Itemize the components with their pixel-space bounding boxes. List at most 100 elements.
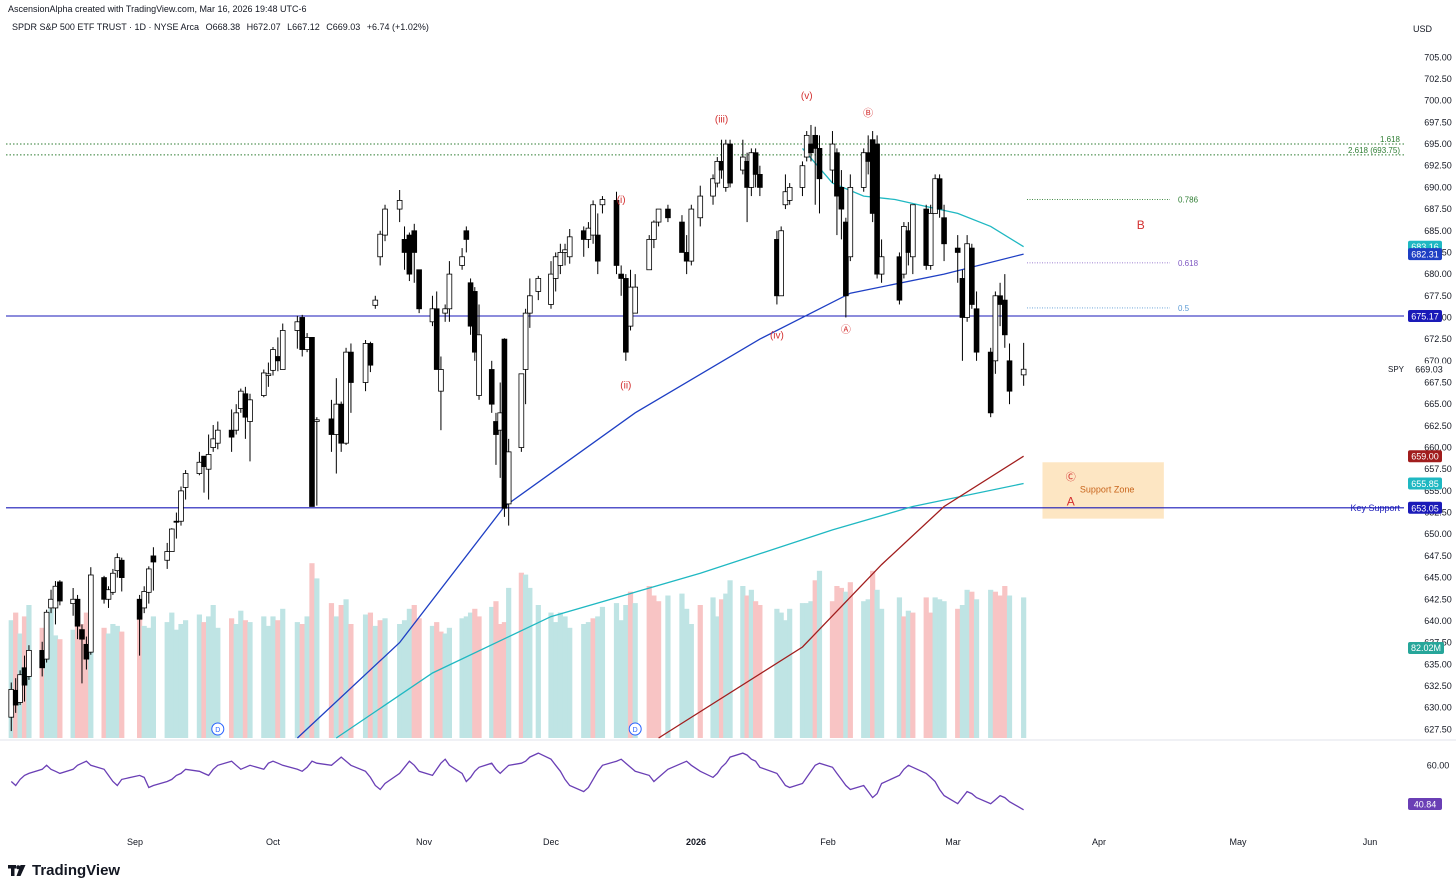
candle[interactable]: [178, 490, 184, 522]
volume-badge[interactable]: [1408, 642, 1444, 654]
candle[interactable]: [838, 187, 845, 210]
candle[interactable]: [714, 160, 721, 184]
wave-label[interactable]: (v): [801, 91, 813, 102]
candle[interactable]: [599, 199, 606, 206]
candle[interactable]: [101, 577, 107, 600]
candle[interactable]: [446, 273, 453, 310]
candle[interactable]: [205, 454, 212, 470]
candle[interactable]: [228, 429, 235, 438]
candle[interactable]: [566, 236, 573, 258]
candle[interactable]: [518, 373, 525, 448]
candle[interactable]: [372, 299, 379, 306]
candle[interactable]: [136, 598, 143, 620]
candle[interactable]: [941, 217, 947, 245]
candle[interactable]: [173, 520, 180, 523]
candle[interactable]: [618, 273, 624, 279]
candle[interactable]: [164, 551, 171, 561]
wave-label[interactable]: Ⓐ: [841, 324, 851, 336]
candle[interactable]: [646, 239, 653, 271]
candle[interactable]: [527, 295, 533, 314]
candle[interactable]: [304, 337, 310, 350]
candle[interactable]: [1020, 368, 1027, 376]
moving-average-line[interactable]: [296, 253, 1024, 739]
price-badge[interactable]: [1408, 248, 1442, 261]
candle[interactable]: [799, 165, 806, 188]
candle[interactable]: [548, 273, 554, 305]
candle[interactable]: [688, 208, 695, 262]
candle[interactable]: [57, 581, 63, 602]
candle[interactable]: [812, 134, 819, 149]
candle[interactable]: [438, 369, 444, 392]
candle[interactable]: [954, 247, 961, 253]
candle[interactable]: [973, 308, 980, 353]
candle[interactable]: [168, 528, 175, 552]
candle[interactable]: [959, 278, 966, 318]
candle[interactable]: [79, 629, 85, 640]
dividend-marker[interactable]: [628, 722, 642, 736]
candle[interactable]: [910, 204, 916, 258]
moving-average-line[interactable]: [658, 455, 1024, 739]
candle[interactable]: [377, 233, 383, 258]
candle[interactable]: [265, 373, 272, 376]
candle[interactable]: [580, 230, 587, 240]
price-badge[interactable]: [1408, 309, 1442, 322]
candle[interactable]: [260, 372, 267, 396]
candle[interactable]: [594, 234, 601, 262]
candle[interactable]: [936, 178, 943, 210]
candle[interactable]: [333, 403, 340, 435]
price-badge[interactable]: [1408, 450, 1442, 463]
candle[interactable]: [501, 338, 508, 509]
candle[interactable]: [26, 650, 32, 677]
candle[interactable]: [182, 473, 189, 488]
candle[interactable]: [74, 598, 81, 627]
candle[interactable]: [275, 356, 281, 362]
wave-label[interactable]: (iii): [715, 114, 728, 125]
candle[interactable]: [459, 256, 465, 266]
candle[interactable]: [843, 221, 849, 297]
tradingview-logo[interactable]: TradingView: [8, 862, 120, 879]
candle[interactable]: [270, 349, 276, 371]
candle[interactable]: [43, 611, 50, 660]
support-zone-box[interactable]: [1042, 462, 1164, 519]
price-badge[interactable]: [1408, 477, 1442, 490]
candle[interactable]: [655, 208, 662, 223]
candle[interactable]: [505, 451, 512, 505]
candle[interactable]: [314, 419, 320, 422]
candle[interactable]: [471, 291, 478, 353]
candle[interactable]: [710, 178, 716, 197]
dividend-marker[interactable]: [211, 722, 225, 736]
candle[interactable]: [279, 330, 286, 370]
candle[interactable]: [683, 252, 690, 262]
moving-average-line[interactable]: [335, 482, 1024, 739]
candle[interactable]: [627, 286, 634, 327]
candle[interactable]: [242, 393, 249, 418]
candle[interactable]: [752, 152, 759, 175]
candle[interactable]: [150, 555, 157, 563]
candle[interactable]: [406, 234, 413, 275]
wave-label[interactable]: (i): [617, 195, 626, 206]
candle[interactable]: [299, 317, 306, 350]
wave-label[interactable]: B: [1137, 218, 1145, 232]
wave-label[interactable]: Ⓑ: [863, 107, 873, 119]
candle[interactable]: [463, 230, 470, 240]
candle[interactable]: [201, 455, 207, 468]
candle[interactable]: [343, 351, 349, 444]
candle[interactable]: [118, 559, 125, 578]
candle[interactable]: [778, 230, 784, 297]
candle[interactable]: [535, 278, 542, 292]
candle[interactable]: [623, 278, 629, 353]
price-badge[interactable]: [1408, 501, 1442, 514]
candle[interactable]: [964, 243, 970, 318]
candle[interactable]: [488, 369, 495, 405]
candle[interactable]: [442, 308, 448, 314]
wave-label[interactable]: A: [1067, 495, 1075, 509]
candle[interactable]: [632, 286, 638, 314]
candle[interactable]: [88, 574, 94, 653]
candle[interactable]: [590, 204, 596, 236]
candle[interactable]: [382, 208, 388, 236]
candle[interactable]: [145, 568, 152, 593]
candle[interactable]: [309, 337, 315, 507]
candle[interactable]: [878, 256, 885, 275]
candle[interactable]: [367, 343, 374, 366]
candle[interactable]: [522, 312, 529, 370]
